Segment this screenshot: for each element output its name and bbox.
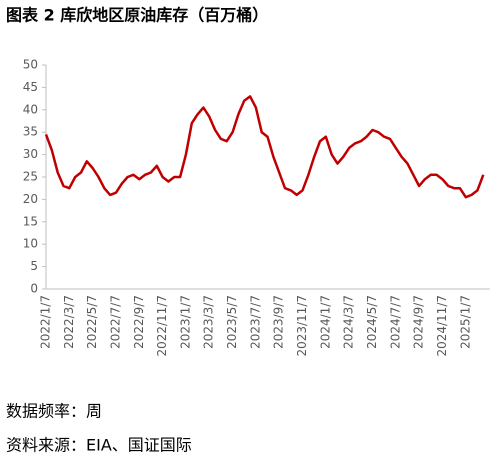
x-tick-label: 2024/3/7: [342, 295, 356, 349]
note: 资料来源：EIA、国证国际: [6, 436, 192, 455]
x-tick-label: 2023/7/7: [248, 295, 262, 349]
y-tick-label: 45: [23, 80, 38, 94]
y-tick-label: 5: [30, 259, 38, 273]
y-tick-label: 30: [23, 147, 38, 161]
y-tick-label: 40: [23, 102, 38, 116]
y-tick-label: 50: [23, 58, 38, 72]
y-tick-label: 15: [23, 214, 38, 228]
x-tick-label: 2022/1/7: [39, 295, 53, 349]
x-tick-label: 2022/5/7: [85, 295, 99, 349]
x-tick-label: 2022/7/7: [108, 295, 122, 349]
y-tick-label: 35: [23, 125, 38, 139]
x-tick-label: 2023/3/7: [202, 295, 216, 349]
x-tick-label: 2023/9/7: [272, 295, 286, 349]
x-tick-label: 2024/11/7: [435, 295, 449, 357]
x-tick-label: 2023/5/7: [225, 295, 239, 349]
x-tick-label: 2023/1/7: [178, 295, 192, 349]
y-tick-label: 0: [30, 282, 38, 296]
x-tick-label: 2023/11/7: [295, 295, 309, 357]
y-tick-label: 25: [23, 170, 38, 184]
x-tick-label: 2022/3/7: [62, 295, 76, 349]
x-tick-label: 2024/5/7: [365, 295, 379, 349]
note: 数据频率：周: [6, 402, 102, 421]
x-tick-label: 2024/1/7: [318, 295, 332, 349]
y-tick-label: 20: [23, 192, 38, 206]
y-tick-label: 10: [23, 237, 38, 251]
x-tick-label: 2022/9/7: [132, 295, 146, 349]
chart-title: 图表 2 库欣地区原油库存（百万桶）: [6, 6, 268, 25]
data-line: [44, 95, 485, 199]
x-tick-label: 2025/1/7: [458, 295, 472, 349]
x-tick-label: 2024/7/7: [388, 295, 402, 349]
x-tick-label: 2024/9/7: [412, 295, 426, 349]
x-tick-label: 2022/11/7: [155, 295, 169, 357]
